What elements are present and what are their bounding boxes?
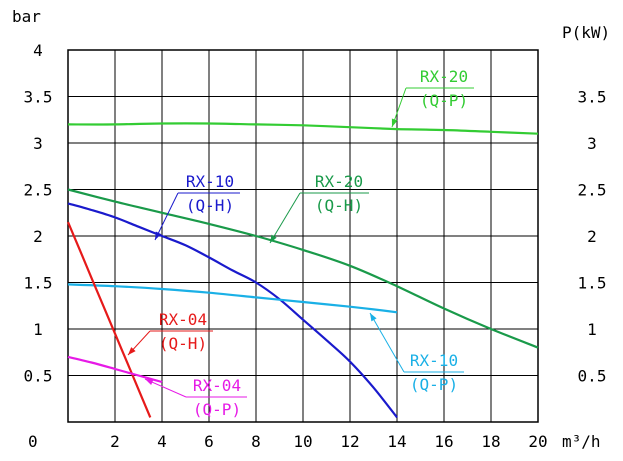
ann-rx20-qp-series-label: RX-20 [420, 67, 468, 86]
series-line-rx04-qp [67, 355, 163, 384]
ann-rx10-qh-mode-label: (Q-H) [186, 196, 234, 215]
y-left-tick-label: 1 [33, 320, 43, 339]
ann-rx04-qh-series-label: RX-04 [159, 310, 207, 329]
x-tick-label: 20 [528, 432, 547, 451]
y-left-tick-label: 2.5 [24, 181, 53, 200]
plot-frame [67, 49, 539, 423]
x-axis-label: m³/h [562, 432, 601, 451]
series-line-rx10-qh [67, 202, 398, 419]
ann-rx04-qp-mode-label: (Q-P) [193, 400, 241, 419]
annotation-layer: RX-20 (Q-P) RX-20 (Q-H) RX-10 (Q-H) RX-10 (Q-P)… [127, 67, 474, 419]
tick-layer: 2 4 6 8 10 12 14 16 18 200.511.522.533.540.511.52… [24, 41, 607, 451]
x-tick-label: 10 [293, 432, 312, 451]
y-left-tick-label: 0.5 [24, 367, 53, 386]
ann-rx10-qp-leader [369, 312, 405, 373]
x-tick-label: 6 [204, 432, 214, 451]
y-axis-right-label: P(kW) [562, 23, 610, 42]
y-right-tick-label: 1.5 [578, 274, 607, 293]
y-left-tick-label: 3.5 [24, 88, 53, 107]
y-right-tick-label: 2.5 [578, 181, 607, 200]
series-line-rx20-qp [67, 122, 539, 135]
y-left-tick-label: 3 [33, 134, 43, 153]
y-left-tick-label: 4 [33, 41, 43, 60]
ann-rx20-qp-mode-label: (Q-P) [420, 91, 468, 110]
x-tick-label: 12 [340, 432, 359, 451]
x-tick-label: 8 [251, 432, 261, 451]
ann-rx04-qp-series-label: RX-04 [193, 376, 241, 395]
series-layer [66, 122, 539, 419]
ann-rx04-qh-arrowhead [128, 347, 136, 355]
grid [68, 50, 538, 422]
ann-rx20-qh-leader [269, 192, 301, 244]
y-right-tick-label: 0.5 [578, 367, 607, 386]
ann-rx20-qh-series-label: RX-20 [315, 172, 363, 191]
x-tick-label: 2 [110, 432, 120, 451]
ann-rx10-qp-arrowhead [370, 313, 377, 322]
ann-rx10-qh-arrowhead [155, 231, 162, 240]
ann-rx10-qp-mode-label: (Q-P) [410, 375, 458, 394]
ann-rx20-qh-arrowhead [270, 234, 277, 243]
ann-rx20-qp-arrowhead [391, 118, 398, 127]
ann-rx10-qh-leader [154, 192, 179, 241]
ann-rx04-qp-arrowhead [145, 379, 154, 385]
series-line-rx04-qh [66, 221, 152, 418]
y-left-tick-label: 1.5 [24, 274, 53, 293]
series-line-rx20-qh [67, 188, 539, 349]
ann-rx04-qh-mode-label: (Q-H) [159, 334, 207, 353]
y-axis-left-label: bar [12, 7, 41, 26]
ann-rx20-qh-mode-label: (Q-H) [315, 196, 363, 215]
x-tick-label: 14 [387, 432, 406, 451]
y-right-tick-label: 3.5 [578, 88, 607, 107]
x-tick-label: 16 [434, 432, 453, 451]
y-right-tick-label: 1 [587, 320, 597, 339]
x-tick-label: 4 [157, 432, 167, 451]
y-left-tick-label: 2 [33, 227, 43, 246]
origin-tick-label: 0 [28, 432, 38, 451]
x-tick-label: 18 [481, 432, 500, 451]
y-right-tick-label: 3 [587, 134, 597, 153]
series-line-rx10-qp [67, 283, 398, 314]
ann-rx10-qp-series-label: RX-10 [410, 351, 458, 370]
y-right-tick-label: 2 [587, 227, 597, 246]
ann-rx10-qh-series-label: RX-10 [186, 172, 234, 191]
